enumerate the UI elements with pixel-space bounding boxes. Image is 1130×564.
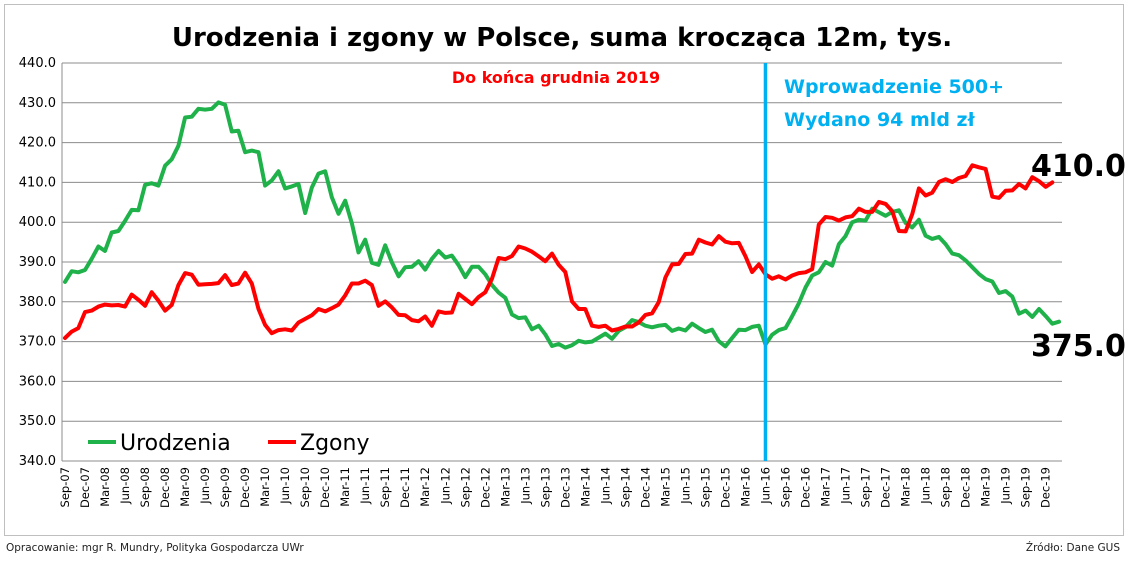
x-tick-label: Sep-09 xyxy=(218,467,232,507)
annotation-500plus: Wprowadzenie 500+ xyxy=(784,76,1004,98)
legend: Urodzenia Zgony xyxy=(88,431,369,456)
y-tick-label: 440.0 xyxy=(19,56,56,71)
y-tick-label: 360.0 xyxy=(19,374,56,389)
y-tick-label: 420.0 xyxy=(19,136,56,151)
x-tick-label: Jun-19 xyxy=(999,467,1013,505)
x-tick-label: Mar-08 xyxy=(98,467,112,507)
x-tick-label: Sep-17 xyxy=(859,467,873,507)
x-tick-label: Jun-18 xyxy=(919,467,933,505)
x-tick-label: Sep-19 xyxy=(1019,467,1033,507)
x-tick-label: Dec-18 xyxy=(959,467,973,508)
x-tick-label: Mar-11 xyxy=(338,467,352,507)
x-tick-label: Dec-09 xyxy=(238,467,252,508)
x-tick-label: Sep-13 xyxy=(538,467,552,507)
x-tick-label: Sep-15 xyxy=(698,467,712,507)
x-tick-label: Dec-19 xyxy=(1039,467,1053,508)
y-tick-label: 380.0 xyxy=(19,295,56,310)
x-tick-label: Jun-17 xyxy=(839,467,853,505)
x-tick-label: Mar-17 xyxy=(819,467,833,507)
x-tick-label: Dec-13 xyxy=(558,467,572,508)
x-tick-label: Dec-12 xyxy=(478,467,492,508)
x-tick-label: Jun-12 xyxy=(438,467,452,505)
x-tick-label: Jun-14 xyxy=(598,467,612,505)
y-axis: 340.0 350.0 360.0 370.0 380.0 390.0 400.0 410.0… xyxy=(19,56,63,469)
series-layer xyxy=(63,100,1061,350)
chart-title: Urodzenia i zgony w Polsce, suma krocząc… xyxy=(172,23,952,53)
y-tick-label: 400.0 xyxy=(19,215,56,230)
y-tick-label: 340.0 xyxy=(19,454,56,469)
x-tick-label: Mar-19 xyxy=(979,467,993,507)
legend-label-urodzenia: Urodzenia xyxy=(120,431,231,456)
y-tick-label: 390.0 xyxy=(19,255,56,270)
y-tick-label: 410.0 xyxy=(19,175,56,190)
x-tick-label: Sep-18 xyxy=(939,467,953,507)
x-axis: Sep-07 Dec-07 Mar-08 Jun-08 Sep-08 Dec-08 Mar-… xyxy=(58,467,1053,508)
annotation-spent: Wydano 94 mld zł xyxy=(784,109,976,131)
x-tick-label: Jun-11 xyxy=(358,467,372,505)
x-tick-label: Jun-16 xyxy=(758,467,772,505)
x-tick-label: Mar-09 xyxy=(178,467,192,507)
x-tick-label: Jun-15 xyxy=(678,467,692,505)
x-tick-label: Jun-09 xyxy=(198,467,212,505)
x-tick-label: Jun-08 xyxy=(118,467,132,505)
x-tick-label: Jun-10 xyxy=(278,467,292,505)
line-chart: Urodzenia i zgony w Polsce, suma krocząc… xyxy=(19,23,1126,508)
x-tick-label: Mar-13 xyxy=(498,467,512,507)
x-tick-label: Mar-12 xyxy=(418,467,432,507)
y-tick-label: 430.0 xyxy=(19,96,56,111)
end-label-zgony: 410.0 xyxy=(1031,149,1126,184)
footer-source: Źródło: Dane GUS xyxy=(1025,542,1120,554)
y-tick-label: 350.0 xyxy=(19,414,56,429)
x-tick-label: Sep-07 xyxy=(58,467,72,507)
x-tick-label: Mar-14 xyxy=(578,467,592,507)
x-tick-label: Mar-15 xyxy=(658,467,672,507)
x-tick-label: Sep-08 xyxy=(138,467,152,507)
x-tick-label: Mar-18 xyxy=(899,467,913,507)
legend-label-zgony: Zgony xyxy=(300,431,369,456)
x-tick-label: Jun-13 xyxy=(518,467,532,505)
x-tick-label: Mar-10 xyxy=(258,467,272,507)
y-tick-label: 370.0 xyxy=(19,335,56,350)
x-tick-label: Dec-10 xyxy=(318,467,332,508)
x-tick-label: Dec-07 xyxy=(78,467,92,508)
end-label-urodzenia: 375.0 xyxy=(1031,329,1126,364)
x-tick-label: Dec-14 xyxy=(638,467,652,508)
x-tick-label: Dec-08 xyxy=(158,467,172,508)
x-tick-label: Mar-16 xyxy=(738,467,752,507)
series-line-zgony xyxy=(63,163,1055,340)
x-tick-label: Sep-16 xyxy=(778,467,792,507)
annotation-data-period: Do końca grudnia 2019 xyxy=(452,68,660,87)
x-tick-label: Dec-11 xyxy=(398,467,412,508)
x-tick-label: Dec-15 xyxy=(718,467,732,508)
x-tick-label: Sep-14 xyxy=(618,467,632,507)
x-tick-label: Sep-12 xyxy=(458,467,472,507)
x-tick-label: Sep-11 xyxy=(378,467,392,507)
x-tick-label: Dec-16 xyxy=(798,467,812,508)
x-tick-label: Dec-17 xyxy=(879,467,893,508)
x-tick-label: Sep-10 xyxy=(298,467,312,507)
footer-credit: Opracowanie: mgr R. Mundry, Polityka Gos… xyxy=(6,542,304,554)
